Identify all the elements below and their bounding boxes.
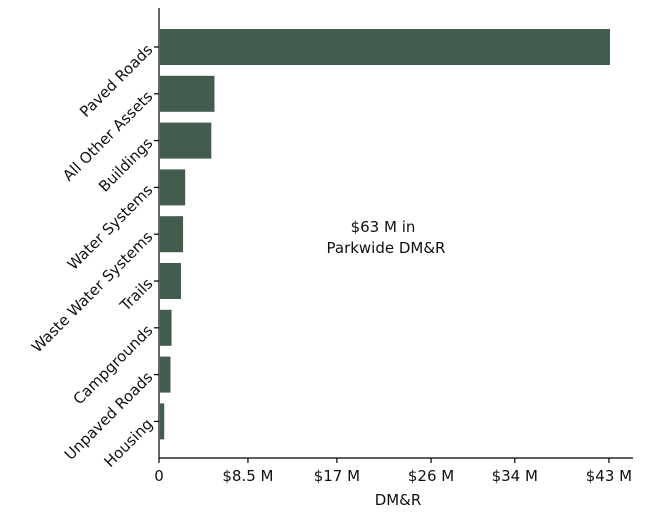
x-axis-ticks: 0 $8.5 M $17 M $26 M $34 M $43 M xyxy=(154,458,632,485)
x-tick-label-1: $8.5 M xyxy=(222,467,273,485)
annotation-line-2: Parkwide DM&R xyxy=(327,239,446,257)
x-tick-label-5: $43 M xyxy=(586,467,632,485)
bar-7 xyxy=(160,356,171,393)
bar-8 xyxy=(160,403,165,440)
y-tick-label-5: Trails xyxy=(116,275,157,316)
x-axis-title: DM&R xyxy=(375,491,422,509)
bar-0 xyxy=(160,29,610,65)
bar-1 xyxy=(160,75,215,112)
bar-4 xyxy=(160,216,184,253)
y-tick-label-3: Water Systems xyxy=(64,181,157,274)
annotation-line-1: $63 M in xyxy=(351,218,416,236)
bar-5 xyxy=(160,263,181,299)
x-tick-label-3: $26 M xyxy=(408,467,454,485)
y-tick-label-6: Campgrounds xyxy=(70,321,157,408)
x-tick-label-2: $17 M xyxy=(314,467,360,485)
bar-6 xyxy=(160,309,172,346)
bars-group xyxy=(160,29,610,440)
x-tick-label-0: 0 xyxy=(154,467,164,485)
bar-3 xyxy=(160,169,186,206)
x-tick-label-4: $34 M xyxy=(492,467,538,485)
bar-2 xyxy=(160,122,212,159)
